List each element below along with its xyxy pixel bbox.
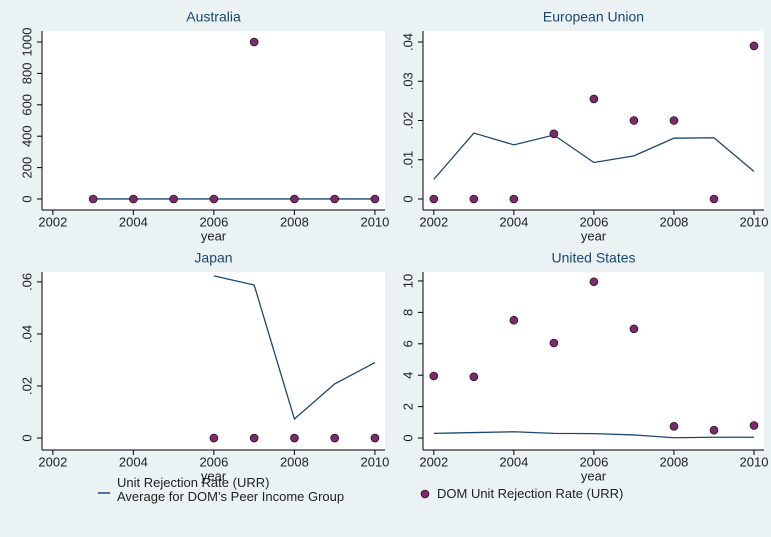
x-tick-label: 2002 [419, 454, 448, 469]
y-tick-label: 600 [19, 94, 34, 116]
data-point [330, 433, 339, 443]
legend-entry: Unit Rejection Rate (URR) Average for DO… [117, 475, 345, 504]
y-tick-label: 8 [400, 309, 415, 316]
data-point [370, 194, 380, 204]
data-point [589, 277, 599, 287]
plot-area [423, 272, 764, 450]
series-line [213, 275, 376, 421]
y-tick-label: .06 [19, 273, 34, 291]
x-tick-label: 2010 [740, 214, 769, 229]
data-point [88, 194, 98, 204]
y-tick-label: .01 [400, 151, 415, 169]
data-point [209, 433, 219, 443]
data-point [549, 129, 559, 139]
data-point [509, 315, 519, 325]
y-tick-label: .04 [19, 325, 34, 343]
series-line [433, 132, 755, 180]
data-point [330, 194, 339, 204]
data-point [429, 194, 439, 204]
data-point [129, 194, 138, 204]
data-point [429, 371, 439, 381]
legend-dot-swatch [420, 489, 430, 499]
data-point [169, 194, 178, 204]
plot-area [42, 272, 385, 450]
data-point [589, 94, 599, 104]
x-tick-label: 2008 [659, 214, 688, 229]
x-tick-label: 2010 [740, 454, 769, 469]
y-tick-label: 0 [400, 434, 415, 441]
x-tick-label: 2010 [360, 214, 389, 229]
x-tick-label: 2008 [659, 454, 688, 469]
x-tick-label: 2002 [38, 214, 67, 229]
x-tick-label: 2010 [360, 454, 389, 469]
x-tick-label: 2002 [419, 214, 448, 229]
x-axis-label: year [201, 468, 227, 483]
data-point [669, 421, 679, 431]
x-tick-label: 2006 [199, 454, 228, 469]
data-point [370, 433, 380, 443]
x-axis-label: year [201, 228, 227, 243]
series-line [433, 431, 754, 439]
y-tick-label: .02 [19, 377, 34, 395]
plot-area [423, 31, 764, 210]
x-axis-label: year [581, 228, 607, 243]
data-point [290, 433, 299, 443]
x-tick-label: 2004 [499, 454, 528, 469]
x-tick-label: 2008 [280, 454, 309, 469]
plot-area [42, 31, 385, 210]
y-tick-label: 6 [400, 340, 415, 347]
data-point [469, 194, 479, 204]
y-tick-label: .03 [400, 72, 415, 90]
x-tick-label: 2004 [119, 214, 148, 229]
data-point [709, 194, 719, 204]
y-tick-label: 0 [19, 195, 34, 202]
y-tick-label: .04 [400, 33, 415, 51]
y-tick-label: 4 [400, 372, 415, 379]
x-tick-label: 2006 [579, 454, 608, 469]
y-tick-label: 10 [400, 274, 415, 288]
data-point [629, 324, 639, 334]
panel-title: United States [551, 250, 635, 266]
x-axis-label: year [581, 468, 607, 483]
data-point [249, 433, 259, 443]
y-tick-label: 0 [400, 195, 415, 202]
data-point [549, 338, 559, 348]
x-tick-label: 2002 [38, 454, 67, 469]
data-point [209, 194, 219, 204]
data-point [509, 194, 519, 204]
x-tick-label: 2004 [119, 454, 148, 469]
panel-title: European Union [543, 9, 644, 25]
y-tick-label: 200 [19, 157, 34, 179]
data-point [290, 194, 299, 204]
data-point [749, 421, 759, 430]
data-point [709, 425, 719, 435]
data-point [629, 116, 639, 125]
panel-title: Japan [194, 250, 232, 266]
x-tick-label: 2004 [499, 214, 528, 229]
y-tick-label: 0 [19, 434, 34, 441]
data-point [249, 37, 259, 47]
data-point [749, 41, 759, 51]
legend-entry: DOM Unit Rejection Rate (URR) [437, 486, 624, 501]
x-tick-label: 2006 [199, 214, 228, 229]
data-point [669, 116, 679, 125]
data-point [469, 372, 479, 382]
y-tick-label: .02 [400, 111, 415, 129]
y-tick-label: 400 [19, 125, 34, 147]
y-tick-label: 1000 [19, 28, 34, 57]
x-tick-label: 2006 [579, 214, 608, 229]
x-tick-label: 2008 [280, 214, 309, 229]
panel-title: Australia [186, 9, 241, 25]
y-tick-label: 800 [19, 63, 34, 85]
y-tick-label: 2 [400, 403, 415, 410]
